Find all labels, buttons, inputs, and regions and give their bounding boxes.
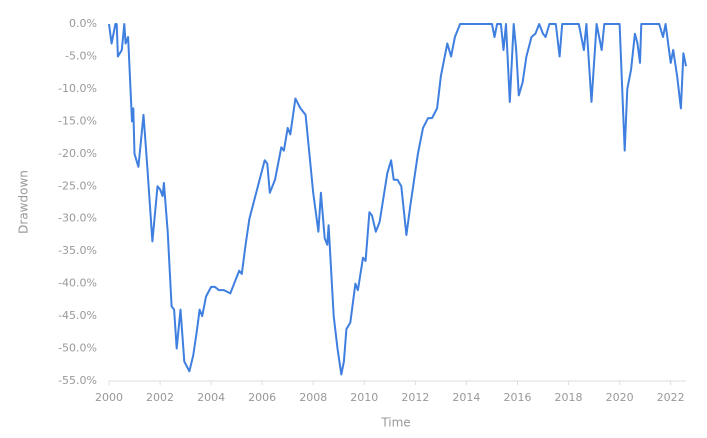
y-tick-label: -15.0% bbox=[58, 114, 97, 127]
y-tick-label: 0.0% bbox=[69, 17, 97, 30]
y-tick-label: -50.0% bbox=[58, 342, 97, 355]
x-tick-label: 2004 bbox=[197, 391, 225, 404]
y-tick-label: -10.0% bbox=[58, 82, 97, 95]
y-axis-label: Drawdown bbox=[17, 170, 31, 234]
y-tick-label: -55.0% bbox=[58, 374, 97, 387]
y-tick-label: -45.0% bbox=[58, 309, 97, 322]
drawdown-line bbox=[108, 23, 687, 376]
y-tick-label: -35.0% bbox=[58, 244, 97, 257]
x-tick-label: 2006 bbox=[248, 391, 276, 404]
x-tick-label: 2014 bbox=[452, 391, 480, 404]
x-tick-label: 2016 bbox=[503, 391, 531, 404]
x-tick-label: 2000 bbox=[95, 391, 123, 404]
x-tick-label: 2012 bbox=[401, 391, 429, 404]
y-tick-label: -40.0% bbox=[58, 277, 97, 290]
x-tick-label: 2018 bbox=[555, 391, 583, 404]
x-tick-label: 2002 bbox=[146, 391, 174, 404]
y-tick-label: -30.0% bbox=[58, 212, 97, 225]
y-tick-label: -20.0% bbox=[58, 147, 97, 160]
x-tick-label: 2020 bbox=[606, 391, 634, 404]
y-tick-label: -25.0% bbox=[58, 179, 97, 192]
y-tick-label: -5.0% bbox=[65, 49, 97, 62]
x-axis-label: Time bbox=[380, 416, 410, 430]
x-tick-label: 2022 bbox=[657, 391, 685, 404]
x-tick-label: 2008 bbox=[299, 391, 327, 404]
x-tick-label: 2010 bbox=[350, 391, 378, 404]
